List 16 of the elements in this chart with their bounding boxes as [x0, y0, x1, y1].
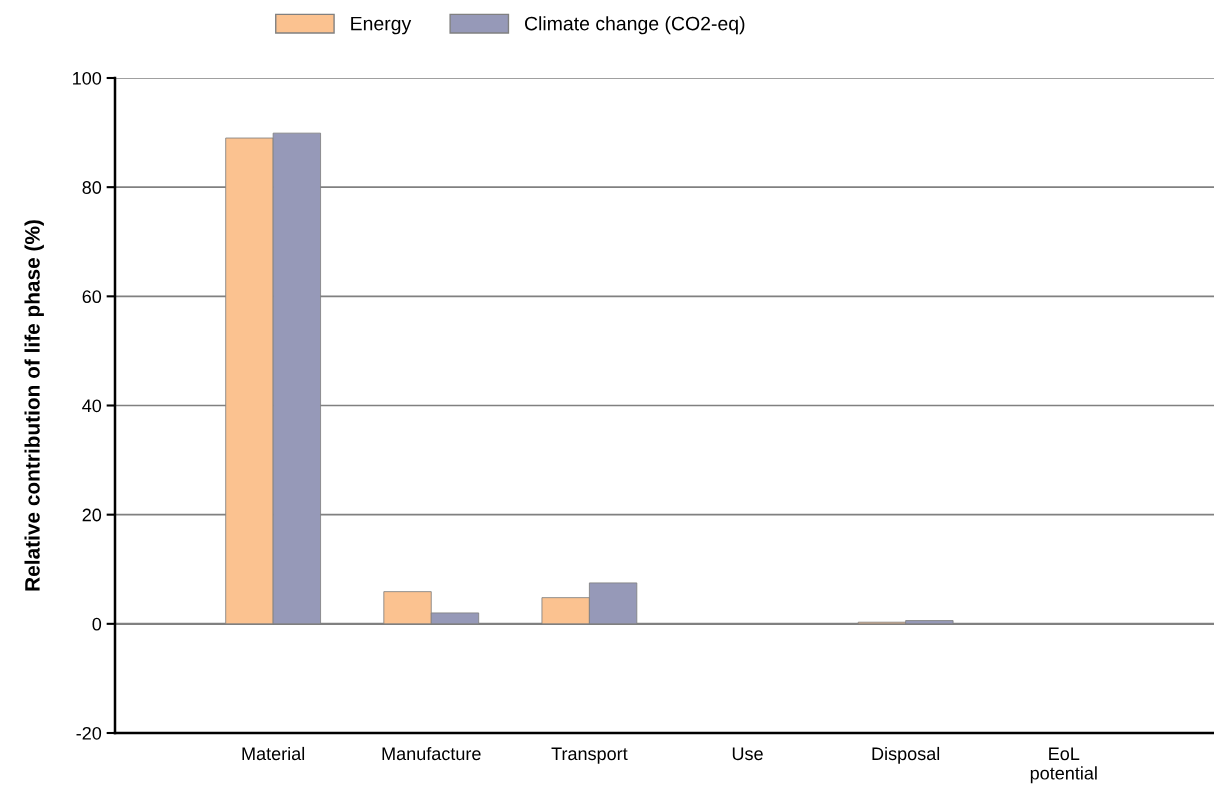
legend-label: Climate change (CO2-eq)	[525, 16, 745, 35]
y-tick-label: 20	[82, 508, 102, 522]
x-tick-label: Manufacture	[382, 746, 481, 761]
x-tick-label: EoL potential	[1030, 747, 1097, 784]
y-axis-title: Relative contribution of life phase (%)	[24, 220, 44, 591]
x-tick-label: Use	[732, 747, 763, 761]
y-tick-label: 0	[92, 617, 102, 631]
y-tick-label: -20	[76, 726, 102, 740]
y-tick-label: 40	[82, 399, 102, 413]
y-tick-label: 100	[73, 71, 102, 85]
x-tick-label: Disposal	[872, 746, 940, 764]
y-tick-label: 80	[82, 181, 102, 194]
y-tick-label: 60	[82, 290, 102, 304]
x-tick-label: Transport	[551, 747, 628, 764]
legend-label: Energy	[351, 16, 412, 35]
x-tick-label: Material	[242, 746, 305, 761]
